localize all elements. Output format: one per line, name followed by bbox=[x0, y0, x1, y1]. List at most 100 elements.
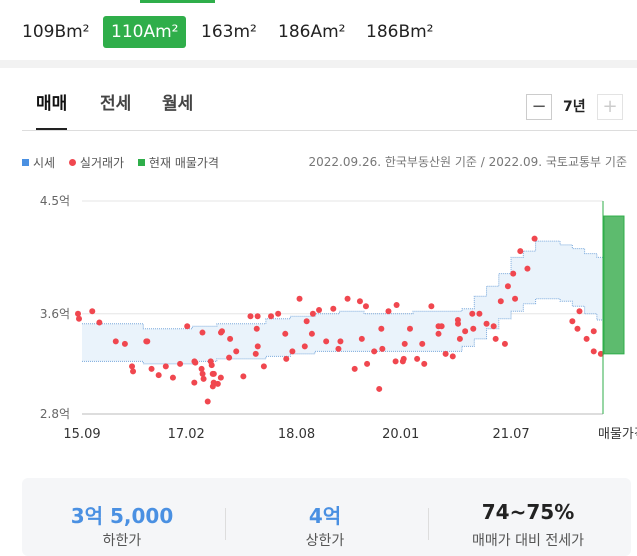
actual-trade-point bbox=[303, 318, 310, 325]
actual-trade-point bbox=[204, 398, 211, 405]
y-tick-label: 2.8억 bbox=[40, 407, 70, 421]
actual-trade-point bbox=[323, 338, 330, 345]
actual-trade-point bbox=[275, 310, 282, 317]
actual-trade-point bbox=[414, 355, 421, 362]
actual-trade-point bbox=[393, 301, 400, 308]
area-tab-186a[interactable]: 186Am² bbox=[278, 22, 346, 42]
actual-trade-point bbox=[169, 374, 176, 381]
y-tick-label: 4.5억 bbox=[40, 194, 70, 208]
legend-listing: 현재 매물가격 bbox=[137, 154, 219, 171]
actual-trade-point bbox=[590, 348, 597, 355]
actual-trade-point bbox=[191, 379, 198, 386]
actual-trade-point bbox=[309, 310, 316, 317]
actual-trade-point bbox=[504, 283, 511, 290]
actual-trade-point bbox=[330, 305, 337, 312]
stat-lower-label: 하한가 bbox=[102, 533, 142, 549]
actual-trade-point bbox=[252, 350, 259, 357]
actual-trade-point bbox=[260, 363, 267, 370]
actual-trade-point bbox=[362, 303, 369, 310]
market-swatch-icon bbox=[22, 159, 29, 166]
period-plus-button[interactable]: + bbox=[597, 94, 623, 120]
actual-trade-point bbox=[89, 308, 96, 315]
actual-trade-point bbox=[569, 318, 576, 325]
trade-type-tabs: 매매 전세 월세 bbox=[22, 90, 637, 131]
actual-trade-point bbox=[574, 325, 581, 332]
tab-monthly-rent[interactable]: 월세 bbox=[162, 94, 194, 114]
actual-trade-point bbox=[209, 383, 216, 390]
tab-sale[interactable]: 매매 bbox=[36, 90, 68, 130]
market-price-upper-line bbox=[82, 240, 605, 330]
actual-trade-point bbox=[406, 325, 413, 332]
price-chart: 4.5억 3.6억 2.8억 15.09 17.02 18.08 20.01 21.07 매물가… bbox=[40, 194, 637, 442]
actual-trade-point bbox=[296, 295, 303, 302]
actual-trade-point bbox=[497, 298, 504, 305]
price-summary: 3억 5,000 하한가 4억 상한가 74~75% 매매가 대비 전세가 bbox=[22, 478, 631, 556]
actual-trade-point bbox=[435, 330, 442, 337]
actual-trade-point bbox=[454, 317, 461, 324]
actual-trade-point bbox=[583, 335, 590, 342]
area-tab-163[interactable]: 163m² bbox=[201, 22, 257, 42]
actual-trade-point bbox=[469, 310, 476, 317]
actual-trade-point bbox=[233, 348, 240, 355]
period-minus-button[interactable]: − bbox=[526, 94, 552, 120]
actual-trade-point bbox=[510, 270, 517, 277]
actual-trade-point bbox=[200, 375, 207, 382]
actual-trade-point bbox=[517, 248, 524, 255]
actual-trade-point bbox=[337, 338, 344, 345]
actual-trade-point bbox=[240, 373, 247, 380]
actual-trade-point bbox=[438, 323, 445, 330]
current-listing-bar bbox=[603, 215, 625, 355]
actual-trade-point bbox=[590, 328, 597, 335]
actual-trade-point bbox=[483, 320, 490, 327]
actual-trade-point bbox=[184, 323, 191, 330]
actual-trade-point bbox=[76, 315, 82, 322]
actual-trade-point bbox=[301, 343, 308, 350]
stat-ratio-label: 매매가 대비 전세가 bbox=[472, 533, 584, 549]
actual-trade-point bbox=[282, 330, 289, 337]
actual-trade-point bbox=[512, 295, 519, 302]
actual-trade-point bbox=[283, 355, 290, 362]
actual-trade-point bbox=[456, 335, 463, 342]
stat-ratio-value: 74~75% bbox=[481, 500, 575, 524]
actual-trade-point bbox=[308, 330, 315, 337]
x-tick-label: 20.01 bbox=[382, 427, 419, 442]
tab-jeonse[interactable]: 전세 bbox=[100, 94, 132, 114]
actual-trade-point bbox=[198, 365, 205, 372]
actual-trade-point bbox=[155, 372, 162, 379]
actual-trade-point bbox=[399, 358, 406, 365]
actual-trade-point bbox=[449, 353, 456, 360]
listing-swatch-icon bbox=[137, 159, 145, 166]
actual-trade-point bbox=[96, 319, 103, 326]
actual-trade-point bbox=[428, 303, 435, 310]
x-tick-label: 17.02 bbox=[168, 427, 205, 442]
actual-trade-point bbox=[254, 313, 261, 320]
actual-trade-point bbox=[129, 363, 136, 370]
actual-trade-point bbox=[75, 310, 81, 317]
actual-trade-point bbox=[419, 340, 426, 347]
actual-trade-point bbox=[247, 313, 254, 320]
area-tab-bar: 109Bm² 110Am² 163m² 186Am² 186Bm² bbox=[0, 0, 637, 60]
actual-trade-point bbox=[392, 358, 399, 365]
summary-divider bbox=[428, 508, 429, 540]
actual-trade-point bbox=[112, 338, 119, 345]
actual-trade-point bbox=[358, 335, 365, 342]
period-label: 7년 bbox=[563, 99, 586, 115]
actual-trade-point bbox=[344, 295, 351, 302]
legend-listing-label: 현재 매물가격 bbox=[148, 156, 219, 170]
actual-trade-point bbox=[144, 338, 151, 345]
area-tab-110a[interactable]: 110Am² bbox=[103, 16, 187, 48]
area-tab-186b[interactable]: 186Bm² bbox=[366, 22, 434, 42]
actual-trade-point bbox=[226, 354, 233, 361]
actual-trade-point bbox=[576, 308, 583, 315]
summary-divider bbox=[225, 508, 226, 540]
x-tick-label: 15.09 bbox=[63, 427, 100, 442]
actual-trade-point bbox=[351, 365, 358, 372]
actual-trade-point bbox=[214, 380, 221, 387]
actual-trade-point bbox=[335, 345, 342, 352]
market-price-band bbox=[82, 241, 605, 364]
stat-upper-label: 상한가 bbox=[305, 533, 345, 549]
market-price-lower-line bbox=[82, 298, 605, 365]
actual-trade-point bbox=[148, 365, 155, 372]
area-tab-109b[interactable]: 109Bm² bbox=[22, 22, 90, 42]
actual-trade-point bbox=[401, 340, 408, 347]
